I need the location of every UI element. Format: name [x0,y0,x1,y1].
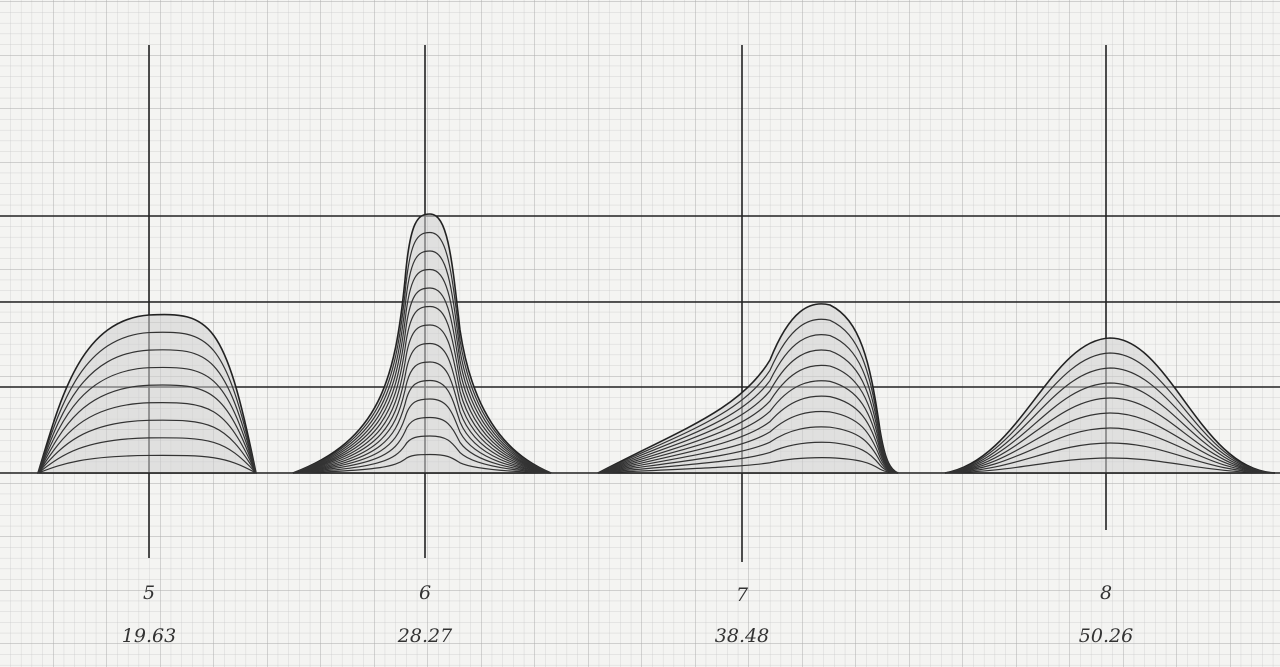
contour-line [597,318,899,474]
contour-line [597,457,899,474]
contour-line [944,367,1276,474]
contour-line [597,334,899,474]
contour-line [597,349,899,474]
contour-line [37,384,257,474]
shape-outline [36,313,257,474]
contour-line [37,331,257,474]
contour-line [292,435,552,474]
contour-line [944,427,1276,474]
contour-line [292,268,552,474]
contour-line [292,379,552,474]
contour-line [37,437,257,474]
figure-value: 19.63 [122,625,176,647]
contour-line [597,426,899,474]
figure-label: 5 [143,582,155,604]
contour-line [37,401,257,474]
contour-line [597,395,899,474]
figure-label: 7 [736,584,749,606]
figure-value: 50.26 [1079,625,1133,647]
figure-label: 8 [1100,582,1112,604]
contour-line [292,324,552,474]
contour-line [944,457,1276,474]
contour-line [597,441,899,474]
figure-value: 28.27 [397,625,453,647]
contour-line [597,380,899,474]
contour-line [37,419,257,474]
shape-outline [597,303,899,474]
contour-line [944,412,1276,474]
shapes [36,213,1276,474]
contour-line [597,410,899,474]
contour-line [292,453,552,474]
contour-line [292,231,552,474]
contour-line [292,398,552,474]
contour-line [944,382,1276,474]
contour-line [292,305,552,474]
shape-outline [292,213,552,474]
figure-value: 38.48 [715,625,769,647]
contour-line [37,349,257,474]
contour-line [37,454,257,474]
contour-line [597,364,899,474]
contour-line [292,287,552,474]
contour-line [37,366,257,474]
contour-line [292,361,552,474]
contour-line [944,397,1276,474]
figure-label: 6 [419,582,431,604]
contour-line [944,352,1276,474]
contour-line [292,416,552,474]
contour-line [292,342,552,474]
contour-line [292,250,552,474]
contour-line [944,442,1276,474]
